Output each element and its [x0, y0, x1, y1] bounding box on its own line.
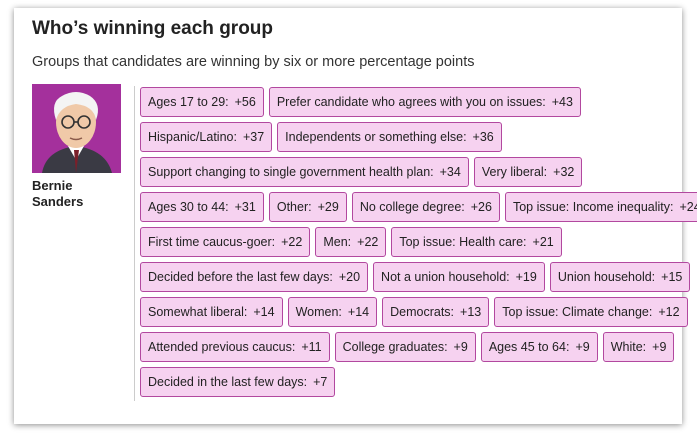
group-tag: Union household: +15	[549, 262, 691, 292]
group-label: Democrats:	[390, 305, 455, 319]
group-margin: +9	[575, 340, 590, 354]
group-tag: First time caucus-goer: +22	[140, 227, 311, 257]
group-label: Ages 30 to 44:	[148, 200, 229, 214]
group-margin: +19	[515, 270, 537, 284]
group-tag: Women: +14	[287, 297, 378, 327]
group-tag: Ages 45 to 64: +9	[480, 332, 598, 362]
group-tag: Hispanic/Latino: +37	[140, 122, 273, 152]
group-label: Hispanic/Latino:	[148, 130, 237, 144]
card: Who’s winning each group Groups that can…	[14, 8, 697, 424]
group-tag: Prefer candidate who agrees with you on …	[268, 87, 581, 117]
group-tag: Independents or something else: +36	[277, 122, 502, 152]
group-margin: +36	[472, 130, 494, 144]
group-tag: Somewhat liberal: +14	[140, 297, 283, 327]
tag-row: Ages 17 to 29: +56 Prefer candidate who ag…	[140, 87, 680, 117]
group-label: Decided before the last few days:	[148, 270, 333, 284]
group-margin: +22	[357, 235, 379, 249]
tag-row: Decided before the last few days: +20 Not …	[140, 262, 691, 292]
group-margin: +43	[551, 95, 573, 109]
group-margin: +34	[439, 165, 461, 179]
tag-row: Somewhat liberal: +14 Women: +14 Democrats: +…	[140, 297, 688, 327]
group-margin: +22	[281, 235, 303, 249]
group-tag: College graduates: +9	[334, 332, 476, 362]
group-label: College graduates:	[342, 340, 448, 354]
group-margin: +24	[679, 200, 697, 214]
group-label: Other:	[276, 200, 312, 214]
group-margin: +11	[301, 340, 322, 354]
group-margin: +15	[661, 270, 683, 284]
group-margin: +37	[242, 130, 265, 144]
tag-row: Attended previous caucus: +11 College grad…	[140, 332, 680, 362]
group-tag: Not a union household: +19	[373, 262, 545, 292]
group-margin: +21	[532, 235, 554, 249]
group-tag: Top issue: Climate change: +12	[494, 297, 688, 327]
group-margin: +14	[253, 305, 275, 319]
group-tag: Decided in the last few days: +7	[140, 367, 336, 397]
group-margin: +56	[234, 95, 256, 109]
group-label: Prefer candidate who agrees with you on …	[276, 95, 546, 109]
group-label: Attended previous caucus:	[148, 340, 296, 354]
group-margin: +31	[234, 200, 256, 214]
group-label: Men:	[323, 235, 352, 249]
group-tag: Democrats: +13	[382, 297, 490, 327]
group-tag: No college degree: +26	[351, 192, 500, 222]
title: Who’s winning each group	[32, 18, 274, 39]
portrait	[32, 84, 121, 173]
group-margin: +26	[470, 200, 492, 214]
tag-row: First time caucus-goer: +22 Men: +22 Top iss…	[140, 227, 680, 257]
group-label: Ages 17 to 29:	[148, 95, 229, 109]
group-margin: +14	[347, 305, 370, 319]
group-tag: Decided before the last few days: +20	[140, 262, 369, 292]
group-tag: Attended previous caucus: +11	[140, 332, 330, 362]
group-label: Ages 45 to 64:	[488, 340, 570, 354]
group-label: Top issue: Income inequality:	[512, 200, 674, 214]
group-label: Decided in the last few days:	[148, 375, 308, 389]
group-label: Support changing to single government he…	[148, 165, 434, 179]
group-tag: Ages 30 to 44: +31	[140, 192, 264, 222]
group-tag: Other: +29	[268, 192, 347, 222]
tag-row: Ages 30 to 44: +31 Other: +29 No college deg…	[140, 192, 697, 222]
subtitle: Groups that candidates are winning by si…	[32, 54, 475, 70]
tag-row: Hispanic/Latino: +37 Independents or somet…	[140, 122, 680, 152]
group-label: Not a union household:	[381, 270, 510, 284]
group-label: Somewhat liberal:	[148, 305, 248, 319]
group-label: Union household:	[557, 270, 656, 284]
group-label: Very liberal:	[481, 165, 548, 179]
group-tag: Ages 17 to 29: +56	[140, 87, 264, 117]
group-label: Women:	[295, 305, 342, 319]
group-tag: Support changing to single government he…	[140, 157, 469, 187]
tag-row: Support changing to single government he…	[140, 157, 680, 187]
group-tag: Top issue: Health care: +21	[391, 227, 562, 257]
group-tag: Men: +22	[315, 227, 387, 257]
group-label: No college degree:	[359, 200, 465, 214]
candidate-name: Bernie Sanders	[32, 178, 84, 209]
tag-list: Ages 17 to 29: +56 Prefer candidate who ag…	[140, 87, 697, 402]
group-margin: +20	[338, 270, 361, 284]
group-margin: +9	[652, 340, 667, 354]
group-label: White:	[610, 340, 647, 354]
group-margin: +9	[453, 340, 468, 354]
divider	[134, 86, 135, 401]
group-label: First time caucus-goer:	[148, 235, 276, 249]
group-tag: Very liberal: +32	[473, 157, 583, 187]
group-tag: White: +9	[602, 332, 675, 362]
group-tag: Top issue: Income inequality: +24	[504, 192, 697, 222]
group-label: Top issue: Climate change:	[502, 305, 653, 319]
group-label: Independents or something else:	[285, 130, 467, 144]
group-margin: +29	[317, 200, 339, 214]
group-margin: +7	[313, 375, 328, 389]
tag-row: Decided in the last few days: +7	[140, 367, 680, 397]
group-margin: +32	[553, 165, 575, 179]
group-margin: +12	[658, 305, 680, 319]
group-label: Top issue: Health care:	[399, 235, 527, 249]
group-margin: +13	[460, 305, 482, 319]
